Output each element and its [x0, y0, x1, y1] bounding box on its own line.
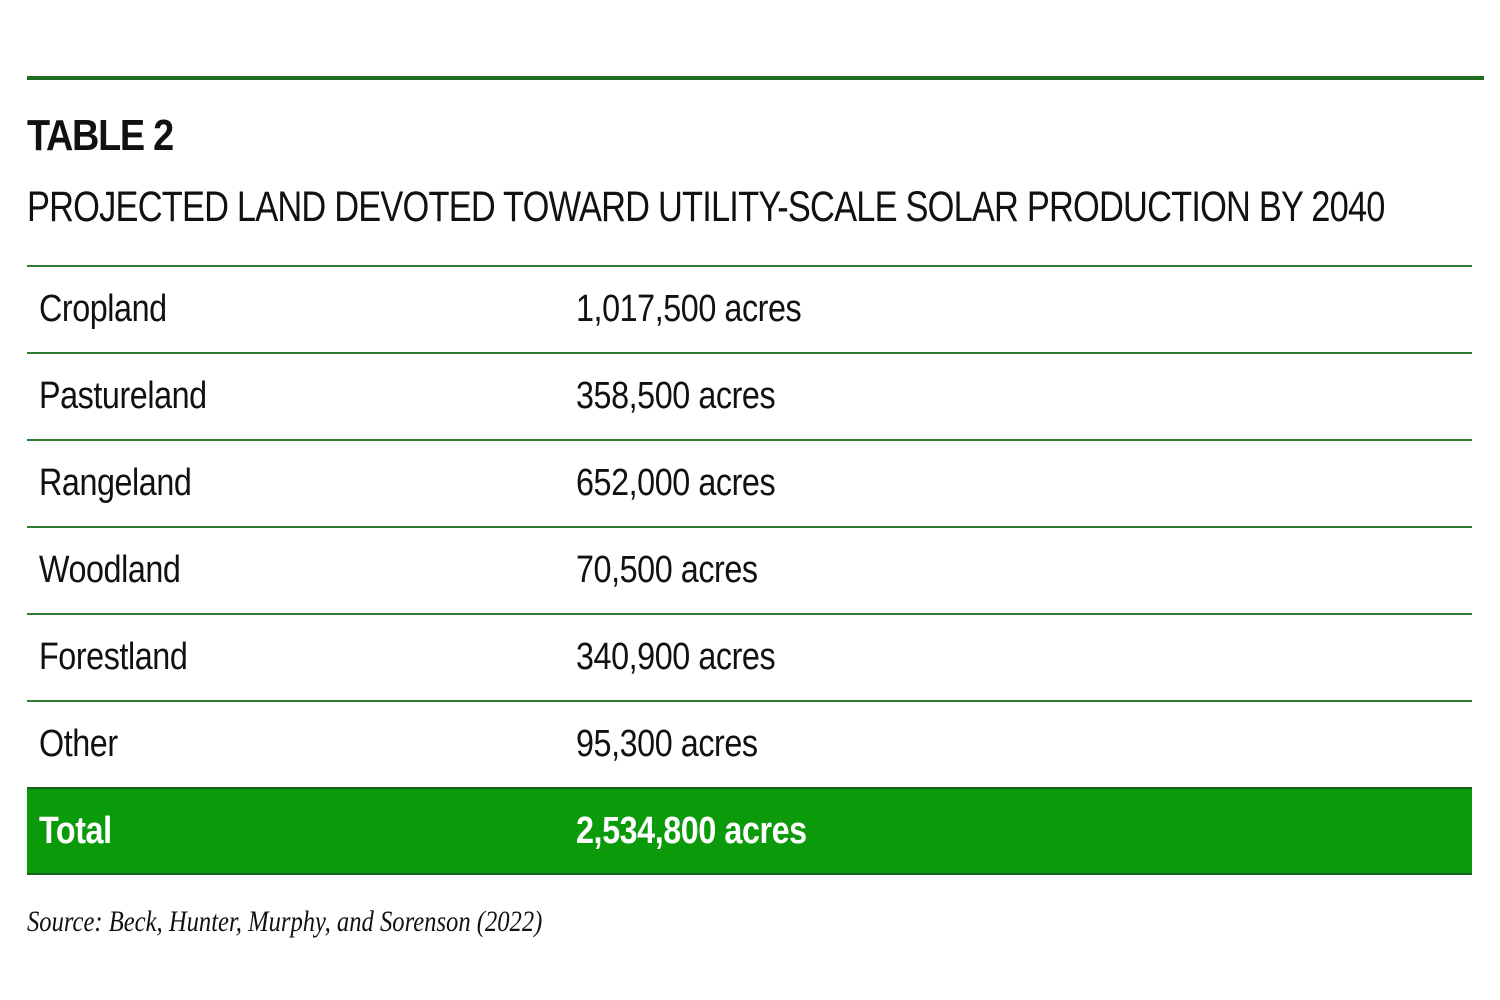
- source-citation: Source: Beck, Hunter, Murphy, and Sorens…: [27, 905, 543, 938]
- table-row: Rangeland 652,000 acres: [27, 439, 1472, 526]
- acreage-cell: 95,300 acres: [576, 723, 758, 765]
- land-type-cell: Woodland: [39, 549, 181, 591]
- acreage-cell: 1,017,500 acres: [576, 288, 802, 330]
- land-type-cell: Pastureland: [39, 375, 207, 417]
- table-row: Woodland 70,500 acres: [27, 526, 1472, 613]
- acreage-cell: 358,500 acres: [576, 375, 776, 417]
- table-number: TABLE 2: [27, 111, 174, 160]
- total-label: Total: [39, 809, 112, 852]
- table-row: Other 95,300 acres: [27, 700, 1472, 787]
- land-type-cell: Other: [39, 723, 118, 765]
- acreage-cell: 70,500 acres: [576, 549, 758, 591]
- table-row: Pastureland 358,500 acres: [27, 352, 1472, 439]
- table-title: PROJECTED LAND DEVOTED TOWARD UTILITY-SC…: [27, 183, 1385, 231]
- total-acreage: 2,534,800 acres: [576, 809, 807, 852]
- land-type-cell: Rangeland: [39, 462, 192, 504]
- land-type-cell: Cropland: [39, 288, 167, 330]
- land-type-cell: Forestland: [39, 636, 188, 678]
- table-row: Cropland 1,017,500 acres: [27, 265, 1472, 352]
- top-rule: [27, 76, 1484, 80]
- acreage-cell: 652,000 acres: [576, 462, 776, 504]
- land-use-table: Cropland 1,017,500 acres Pastureland 358…: [27, 265, 1472, 875]
- table-row: Forestland 340,900 acres: [27, 613, 1472, 700]
- total-row: Total 2,534,800 acres: [27, 787, 1472, 875]
- acreage-cell: 340,900 acres: [576, 636, 776, 678]
